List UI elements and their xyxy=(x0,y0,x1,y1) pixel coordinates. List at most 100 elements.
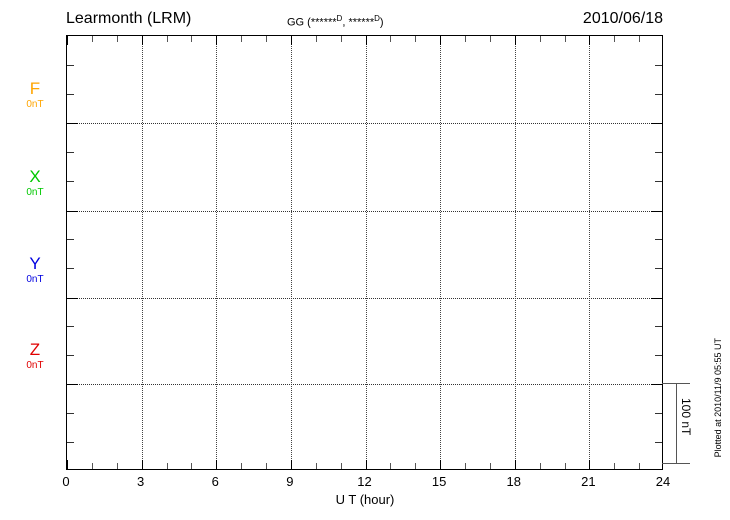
x-axis-minor-tick xyxy=(266,463,267,469)
component-letter-f: F xyxy=(29,79,41,98)
vertical-gridline xyxy=(514,36,516,469)
x-axis-minor-tick xyxy=(116,463,118,469)
baseline-gridline-x xyxy=(67,211,662,212)
x-axis-major-tick xyxy=(440,36,442,45)
baseline-gridline-z xyxy=(67,384,662,385)
x-axis-minor-tick xyxy=(166,463,168,469)
component-label-z: Z 0nT xyxy=(10,341,60,372)
y-axis-minor-tick xyxy=(67,152,74,153)
y-axis-baseline-tick-z xyxy=(67,384,78,385)
component-label-f: F 0nT xyxy=(10,80,60,111)
y-axis-minor-tick xyxy=(67,94,74,95)
x-axis-major-tick xyxy=(141,460,143,469)
geographic-coordinates: GG (******D, ******D) xyxy=(287,14,384,29)
plot-canvas xyxy=(67,36,662,469)
x-axis-major-tick xyxy=(514,460,516,469)
y-axis-baseline-tick-f xyxy=(651,123,662,124)
x-axis-minor-tick xyxy=(166,36,168,42)
x-axis-minor-tick xyxy=(266,36,267,42)
x-axis-major-tick xyxy=(365,36,367,45)
y-axis-minor-tick xyxy=(67,239,74,240)
y-axis-minor-tick xyxy=(67,355,74,356)
x-axis-major-tick xyxy=(589,36,591,45)
x-axis-minor-tick xyxy=(191,463,193,469)
y-axis-minor-tick xyxy=(67,326,74,327)
component-letter-x: X xyxy=(29,167,41,186)
y-axis-baseline-tick-x xyxy=(651,211,662,212)
component-label-y: Y 0nT xyxy=(10,255,60,286)
x-axis-major-tick xyxy=(216,460,218,469)
x-axis-major-tick xyxy=(290,460,292,469)
coord-separator: , xyxy=(342,16,349,29)
y-axis-minor-tick xyxy=(67,65,74,66)
x-axis-minor-tick xyxy=(489,463,491,469)
plotted-at-timestamp: Plotted at 2010/11/9 05:55 UT xyxy=(713,338,723,458)
y-axis-baseline-tick-f xyxy=(67,123,78,124)
x-axis-major-tick xyxy=(440,460,442,469)
x-axis-minor-tick xyxy=(241,36,243,42)
component-letter-z: Z xyxy=(29,340,41,359)
y-axis-minor-tick xyxy=(655,355,662,356)
y-axis-minor-tick xyxy=(67,413,74,414)
x-axis-minor-tick xyxy=(91,36,93,42)
x-axis-minor-tick xyxy=(564,463,566,469)
x-axis-major-tick xyxy=(290,36,292,45)
y-axis-minor-tick xyxy=(655,65,662,66)
x-axis-minor-tick xyxy=(614,36,616,42)
y-axis-minor-tick xyxy=(67,442,74,443)
observation-date: 2010/06/18 xyxy=(582,10,663,27)
component-baseline-value-y: 0nT xyxy=(26,274,44,285)
x-axis-minor-tick xyxy=(91,463,93,469)
x-axis-minor-tick xyxy=(539,463,541,469)
x-axis-minor-tick xyxy=(116,36,118,42)
x-axis-tick-label: 18 xyxy=(506,474,521,489)
x-axis-tick-label: 24 xyxy=(655,474,671,489)
x-axis-minor-tick xyxy=(539,36,541,42)
y-axis-baseline-tick-y xyxy=(651,298,662,299)
x-axis-minor-tick xyxy=(639,463,641,469)
x-axis-tick-label: 3 xyxy=(137,474,145,489)
coord-open-paren: ( xyxy=(304,16,311,29)
x-axis-minor-tick xyxy=(639,36,641,42)
vertical-gridline xyxy=(290,36,292,469)
x-axis-major-tick xyxy=(365,460,367,469)
y-axis-minor-tick xyxy=(67,268,74,269)
y-axis-baseline-tick-x xyxy=(67,211,78,212)
x-axis-tick-label: 9 xyxy=(286,474,294,489)
x-axis-minor-tick xyxy=(191,36,193,42)
x-axis-minor-tick xyxy=(465,463,466,469)
coord-longitude-degree-sup: D xyxy=(374,14,380,23)
x-axis-minor-tick xyxy=(315,36,317,42)
component-letter-y: Y xyxy=(29,254,41,273)
x-axis-tick-label: 15 xyxy=(431,474,447,489)
y-axis-baseline-tick-z xyxy=(651,384,662,385)
y-axis-minor-tick xyxy=(655,239,662,240)
x-axis-minor-tick xyxy=(390,463,392,469)
plot-frame xyxy=(66,35,663,470)
vertical-gridline xyxy=(440,36,442,469)
x-axis-minor-tick xyxy=(465,36,466,42)
baseline-gridline-y xyxy=(67,298,662,299)
y-axis-baseline-tick-y xyxy=(67,298,78,299)
x-axis-minor-tick xyxy=(415,463,417,469)
scale-bar-line xyxy=(676,383,677,463)
x-axis-minor-tick xyxy=(614,463,616,469)
x-axis-title: U T (hour) xyxy=(335,492,395,507)
x-axis-minor-tick xyxy=(340,36,342,42)
vertical-gridline xyxy=(141,36,143,469)
x-axis-tick-label: 12 xyxy=(357,474,372,489)
x-axis-minor-tick xyxy=(390,36,392,42)
vertical-gridline xyxy=(365,36,367,469)
x-axis-tick-label: 21 xyxy=(581,474,596,489)
y-axis-minor-tick xyxy=(655,152,662,153)
x-axis-major-tick xyxy=(216,36,218,45)
scale-bar-bottom-cap xyxy=(662,463,690,464)
x-axis-minor-tick xyxy=(489,36,491,42)
x-axis-major-tick xyxy=(141,36,143,45)
x-axis-major-tick xyxy=(514,36,516,45)
scale-bar-label: 100 nT xyxy=(679,398,693,436)
y-axis-minor-tick xyxy=(655,442,662,443)
coord-close-paren: ) xyxy=(379,16,384,29)
x-axis-major-tick xyxy=(67,460,68,469)
coord-latitude-degree-sup: D xyxy=(336,14,343,23)
